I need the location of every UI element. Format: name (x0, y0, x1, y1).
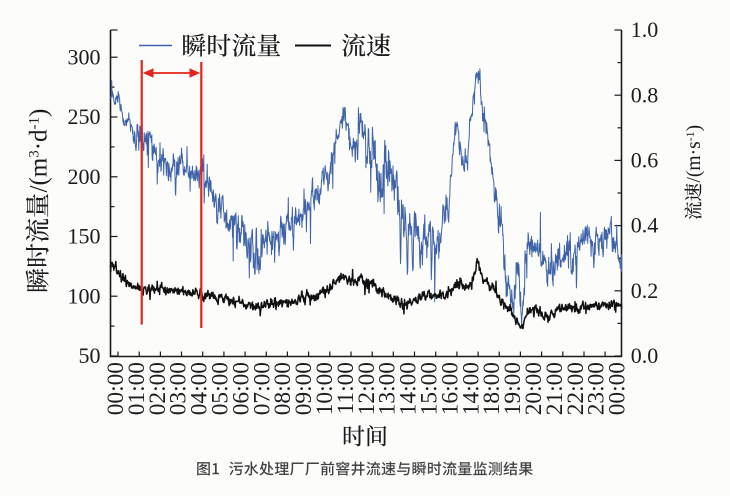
svg-text:0.6: 0.6 (631, 148, 659, 173)
svg-text:08:00: 08:00 (270, 362, 296, 415)
svg-text:14:00: 14:00 (458, 362, 484, 415)
svg-text:0.8: 0.8 (631, 82, 659, 107)
svg-text:03:00: 03:00 (166, 362, 192, 415)
svg-text:00:00: 00:00 (103, 362, 129, 415)
svg-text:01:00: 01:00 (124, 362, 150, 415)
svg-text:18:00: 18:00 (479, 362, 505, 415)
svg-text:1.0: 1.0 (631, 17, 659, 42)
svg-text:50: 50 (79, 343, 101, 368)
svg-text:07:00: 07:00 (249, 362, 275, 415)
svg-text:14:00: 14:00 (396, 362, 422, 415)
svg-text:/(m3·d-1): /(m3·d-1) (26, 109, 53, 193)
svg-text:23:00: 23:00 (584, 362, 610, 415)
svg-text:16:00: 16:00 (437, 362, 463, 415)
svg-text:250: 250 (68, 104, 101, 129)
svg-text:20:00: 20:00 (521, 362, 547, 415)
svg-text:21:00: 21:00 (542, 362, 568, 415)
svg-text:100: 100 (68, 283, 101, 308)
svg-text:15:00: 15:00 (417, 362, 443, 415)
svg-text:00:00: 00:00 (605, 362, 631, 415)
svg-text:02:00: 02:00 (145, 362, 171, 415)
svg-text:200: 200 (68, 164, 101, 189)
svg-text:06:00: 06:00 (228, 362, 254, 415)
svg-text:0.4: 0.4 (631, 213, 659, 238)
svg-text:12:00: 12:00 (354, 362, 380, 415)
svg-text:04:00: 04:00 (187, 362, 213, 415)
svg-text:10:00: 10:00 (312, 362, 338, 415)
svg-text:13:00: 13:00 (375, 362, 401, 415)
svg-text:09:00: 09:00 (291, 362, 317, 415)
svg-text:22:00: 22:00 (563, 362, 589, 415)
svg-text:05:00: 05:00 (208, 362, 234, 415)
svg-text:300: 300 (68, 44, 101, 69)
svg-text:150: 150 (68, 224, 101, 249)
svg-text:0.2: 0.2 (631, 278, 659, 303)
svg-text:0.0: 0.0 (631, 343, 659, 368)
svg-text:19:00: 19:00 (500, 362, 526, 415)
svg-text:11:00: 11:00 (333, 362, 359, 414)
